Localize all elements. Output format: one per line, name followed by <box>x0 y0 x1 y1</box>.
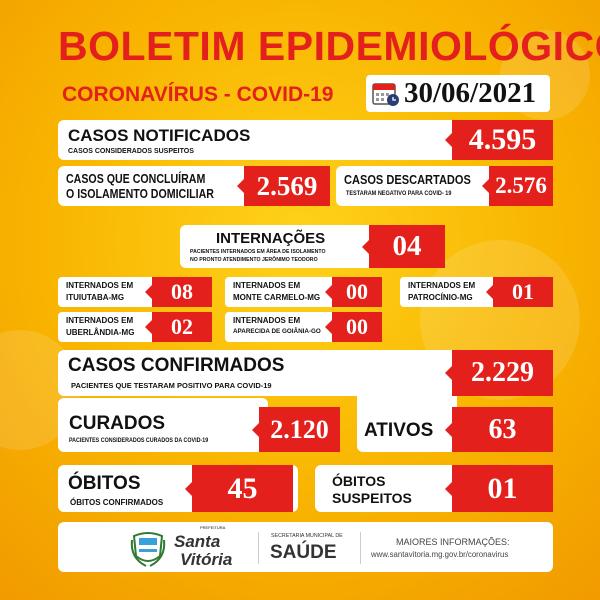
curados-card <box>58 398 268 452</box>
suspeitos-line1: ÓBITOS <box>332 473 386 489</box>
descartados-title: CASOS DESCARTADOS <box>344 172 471 187</box>
ativos-value: 63 <box>445 407 553 452</box>
internacoes-value: 04 <box>362 225 445 268</box>
confirmados-card-extension <box>357 390 457 452</box>
internados-value: 01 <box>486 277 553 307</box>
internados-value: 00 <box>325 277 382 307</box>
secretaria-label: SECRETARIA MUNICIPAL DE <box>271 533 343 539</box>
internados-line2: APARECIDA DE GOIÂNIA-GO <box>233 328 321 335</box>
confirmados-card <box>58 350 458 396</box>
obitos-title: ÓBITOS <box>68 473 141 494</box>
info-label: MAIORES INFORMAÇÕES: <box>396 537 510 547</box>
internados-line2: UBERLÂNDIA-MG <box>66 328 135 337</box>
curados-title: CURADOS <box>69 413 166 434</box>
confirmados-desc: PACIENTES QUE TESTARAM POSITIVO PARA COV… <box>71 381 272 390</box>
divider <box>360 532 361 564</box>
internados-line1: INTERNADOS EM <box>233 281 301 290</box>
internados-line2: PATROCÍNIO-MG <box>408 293 473 302</box>
isolamento-line1: CASOS QUE CONCLUÍRAM <box>66 172 206 186</box>
internados-line2: MONTE CARMELO-MG <box>233 293 321 302</box>
divider <box>258 532 259 564</box>
internados-line1: INTERNADOS EM <box>66 281 134 290</box>
suspeitos-line2: SUSPEITOS <box>332 490 412 506</box>
report-date: 30/06/2021 <box>404 77 537 109</box>
city-coat-of-arms-logo <box>128 528 168 568</box>
ativos-title: ATIVOS <box>364 420 434 441</box>
internados-value: 02 <box>145 312 212 342</box>
notificados-title: CASOS NOTIFICADOS <box>68 126 251 145</box>
city-name-2: Vitória <box>180 550 233 569</box>
internados-line1: INTERNADOS EM <box>408 281 476 290</box>
city-name-1: Santa <box>174 532 221 551</box>
confirmados-value: 2.229 <box>445 350 553 396</box>
internacoes-title: INTERNAÇÕES <box>216 230 326 247</box>
obitos-desc: ÓBITOS CONFIRMADOS <box>70 498 164 507</box>
internados-line1: INTERNADOS EM <box>66 316 134 325</box>
descartados-desc: TESTARAM NEGATIVO PARA COVID- 19 <box>346 190 452 197</box>
obitos-value: 45 <box>185 465 293 512</box>
curados-desc: PACIENTES CONSIDERADOS CURADOS DA COVID-… <box>69 437 209 444</box>
internados-line1: INTERNADOS EM <box>233 316 301 325</box>
suspeitos-value: 01 <box>445 465 553 512</box>
internados-value: 00 <box>325 312 382 342</box>
isolamento-line2: O ISOLAMENTO DOMICILIAR <box>66 187 214 201</box>
bulletin-subtitle: CORONAVÍRUS - COVID-19 <box>62 83 334 106</box>
notificados-desc: CASOS CONSIDERADOS SUSPEITOS <box>68 148 194 155</box>
descartados-value: 2.576 <box>482 166 553 206</box>
saude-label: SAÚDE <box>270 542 337 563</box>
date-box <box>366 75 550 112</box>
prefeitura-label: PREFEITURA <box>200 525 226 530</box>
notificados-value: 4.595 <box>445 120 553 160</box>
isolamento-value: 2.569 <box>237 166 330 206</box>
calendar-clock-icon <box>372 80 400 107</box>
internados-value: 08 <box>145 277 212 307</box>
bulletin-title: BOLETIM EPIDEMIOLÓGICO <box>58 23 600 69</box>
curados-value: 2.120 <box>252 407 340 452</box>
confirmados-title: CASOS CONFIRMADOS <box>68 355 285 376</box>
internacoes-desc2: NO PRONTO ATENDIMENTO JERÔNIMO TEODORO <box>190 257 318 263</box>
internacoes-desc1: PACIENTES INTERNADOS EM ÁREA DE ISOLAMEN… <box>190 249 326 255</box>
internados-line2: ITUIUTABA-MG <box>66 293 125 302</box>
info-url[interactable]: www.santavitoria.mg.gov.br/coronavirus <box>371 550 509 559</box>
